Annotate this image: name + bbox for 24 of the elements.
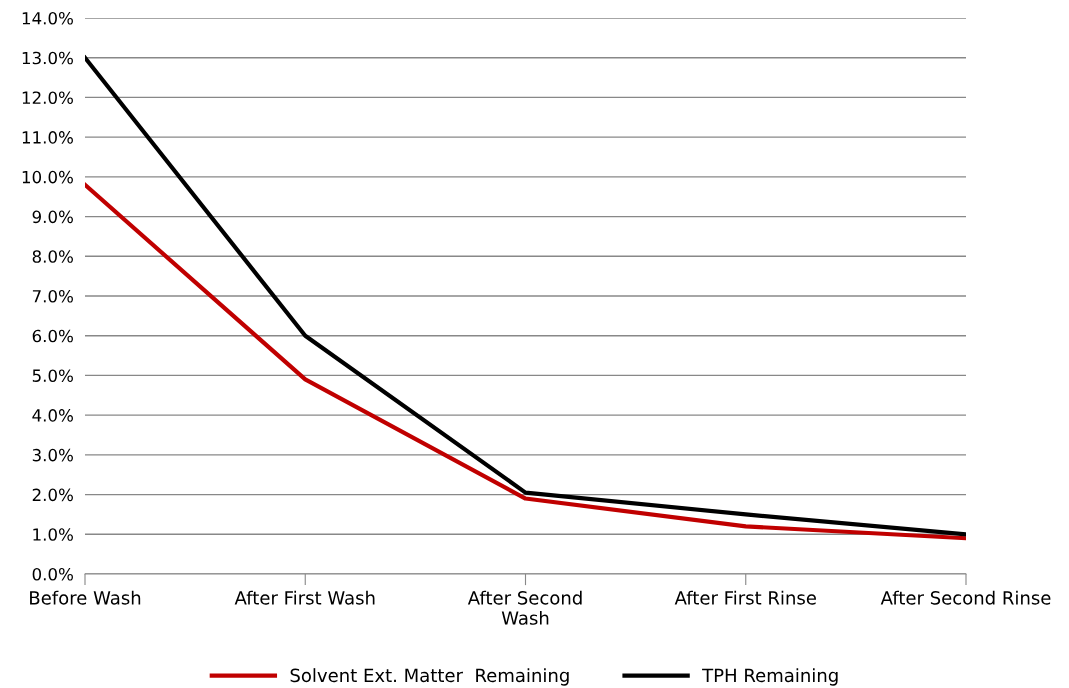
y-tick-label: 8.0% xyxy=(32,250,73,263)
legend-label: Solvent Ext. Matter Remaining xyxy=(290,668,569,686)
y-tick-label: 11.0% xyxy=(22,131,73,144)
x-tick-label: After First Rinse xyxy=(674,590,816,605)
y-tick-label: 0.0% xyxy=(32,567,73,581)
y-tick-label: 12.0% xyxy=(22,91,73,104)
x-tick-label: After First Wash xyxy=(234,590,375,605)
y-tick-label: 2.0% xyxy=(32,488,73,502)
y-tick-label: 14.0% xyxy=(22,11,73,25)
legend-label: TPH Remaining xyxy=(702,668,838,686)
y-tick-label: 4.0% xyxy=(32,409,73,422)
y-tick-label: 7.0% xyxy=(32,289,73,303)
y-tick-label: 10.0% xyxy=(22,170,73,184)
y-tick-label: 3.0% xyxy=(32,448,73,462)
x-tick-label: After Second Rinse xyxy=(880,590,1051,605)
x-tick-label: Before Wash xyxy=(30,590,141,605)
y-tick-label: 1.0% xyxy=(33,528,73,541)
x-tick-label: After Second Wash xyxy=(467,590,582,625)
line-series xyxy=(85,182,966,541)
line-series xyxy=(85,55,966,537)
y-tick-label: 13.0% xyxy=(22,51,73,65)
y-tick-label: 5.0% xyxy=(32,369,73,382)
y-tick-label: 6.0% xyxy=(32,329,73,343)
y-tick-label: 9.0% xyxy=(32,210,73,224)
